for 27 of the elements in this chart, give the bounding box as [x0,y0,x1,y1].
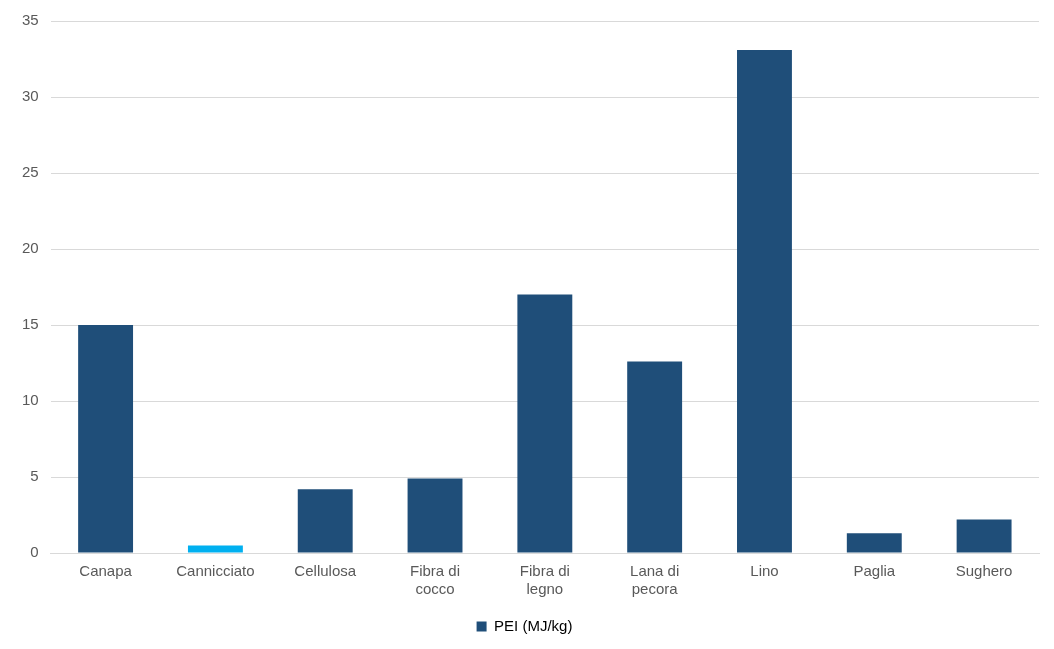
x-tick-label: Fibra di legno [519,562,570,598]
x-tick-label: Fibra di cocco [410,562,461,598]
x-tick-label: Paglia [853,562,896,580]
y-tick-label: 5 [30,467,39,485]
bar [627,361,683,553]
bar [78,325,134,553]
bar [187,545,243,553]
x-tick-label: Sughero [955,562,1013,580]
y-tick-label: 20 [22,239,39,257]
y-tick-label: 25 [22,163,39,181]
bar [297,489,353,553]
y-tick-label: 35 [22,11,39,29]
bar [517,294,573,553]
x-tick-label: Cellulosa [294,562,357,580]
x-tick-label: Canapa [79,562,133,580]
x-tick-label: Cannicciato [176,562,255,580]
bar [407,478,463,553]
y-tick-label: 10 [22,391,39,409]
y-tick-label: 0 [30,543,39,561]
y-tick-label: 15 [22,315,39,333]
bar [846,533,902,553]
legend-label: PEI (MJ/kg) [494,616,573,634]
x-tick-label: Lino [750,562,779,580]
y-tick-label: 30 [22,87,39,105]
x-tick-label: Lana di pecora [630,562,680,598]
bar [956,519,1012,553]
bar [737,49,792,553]
